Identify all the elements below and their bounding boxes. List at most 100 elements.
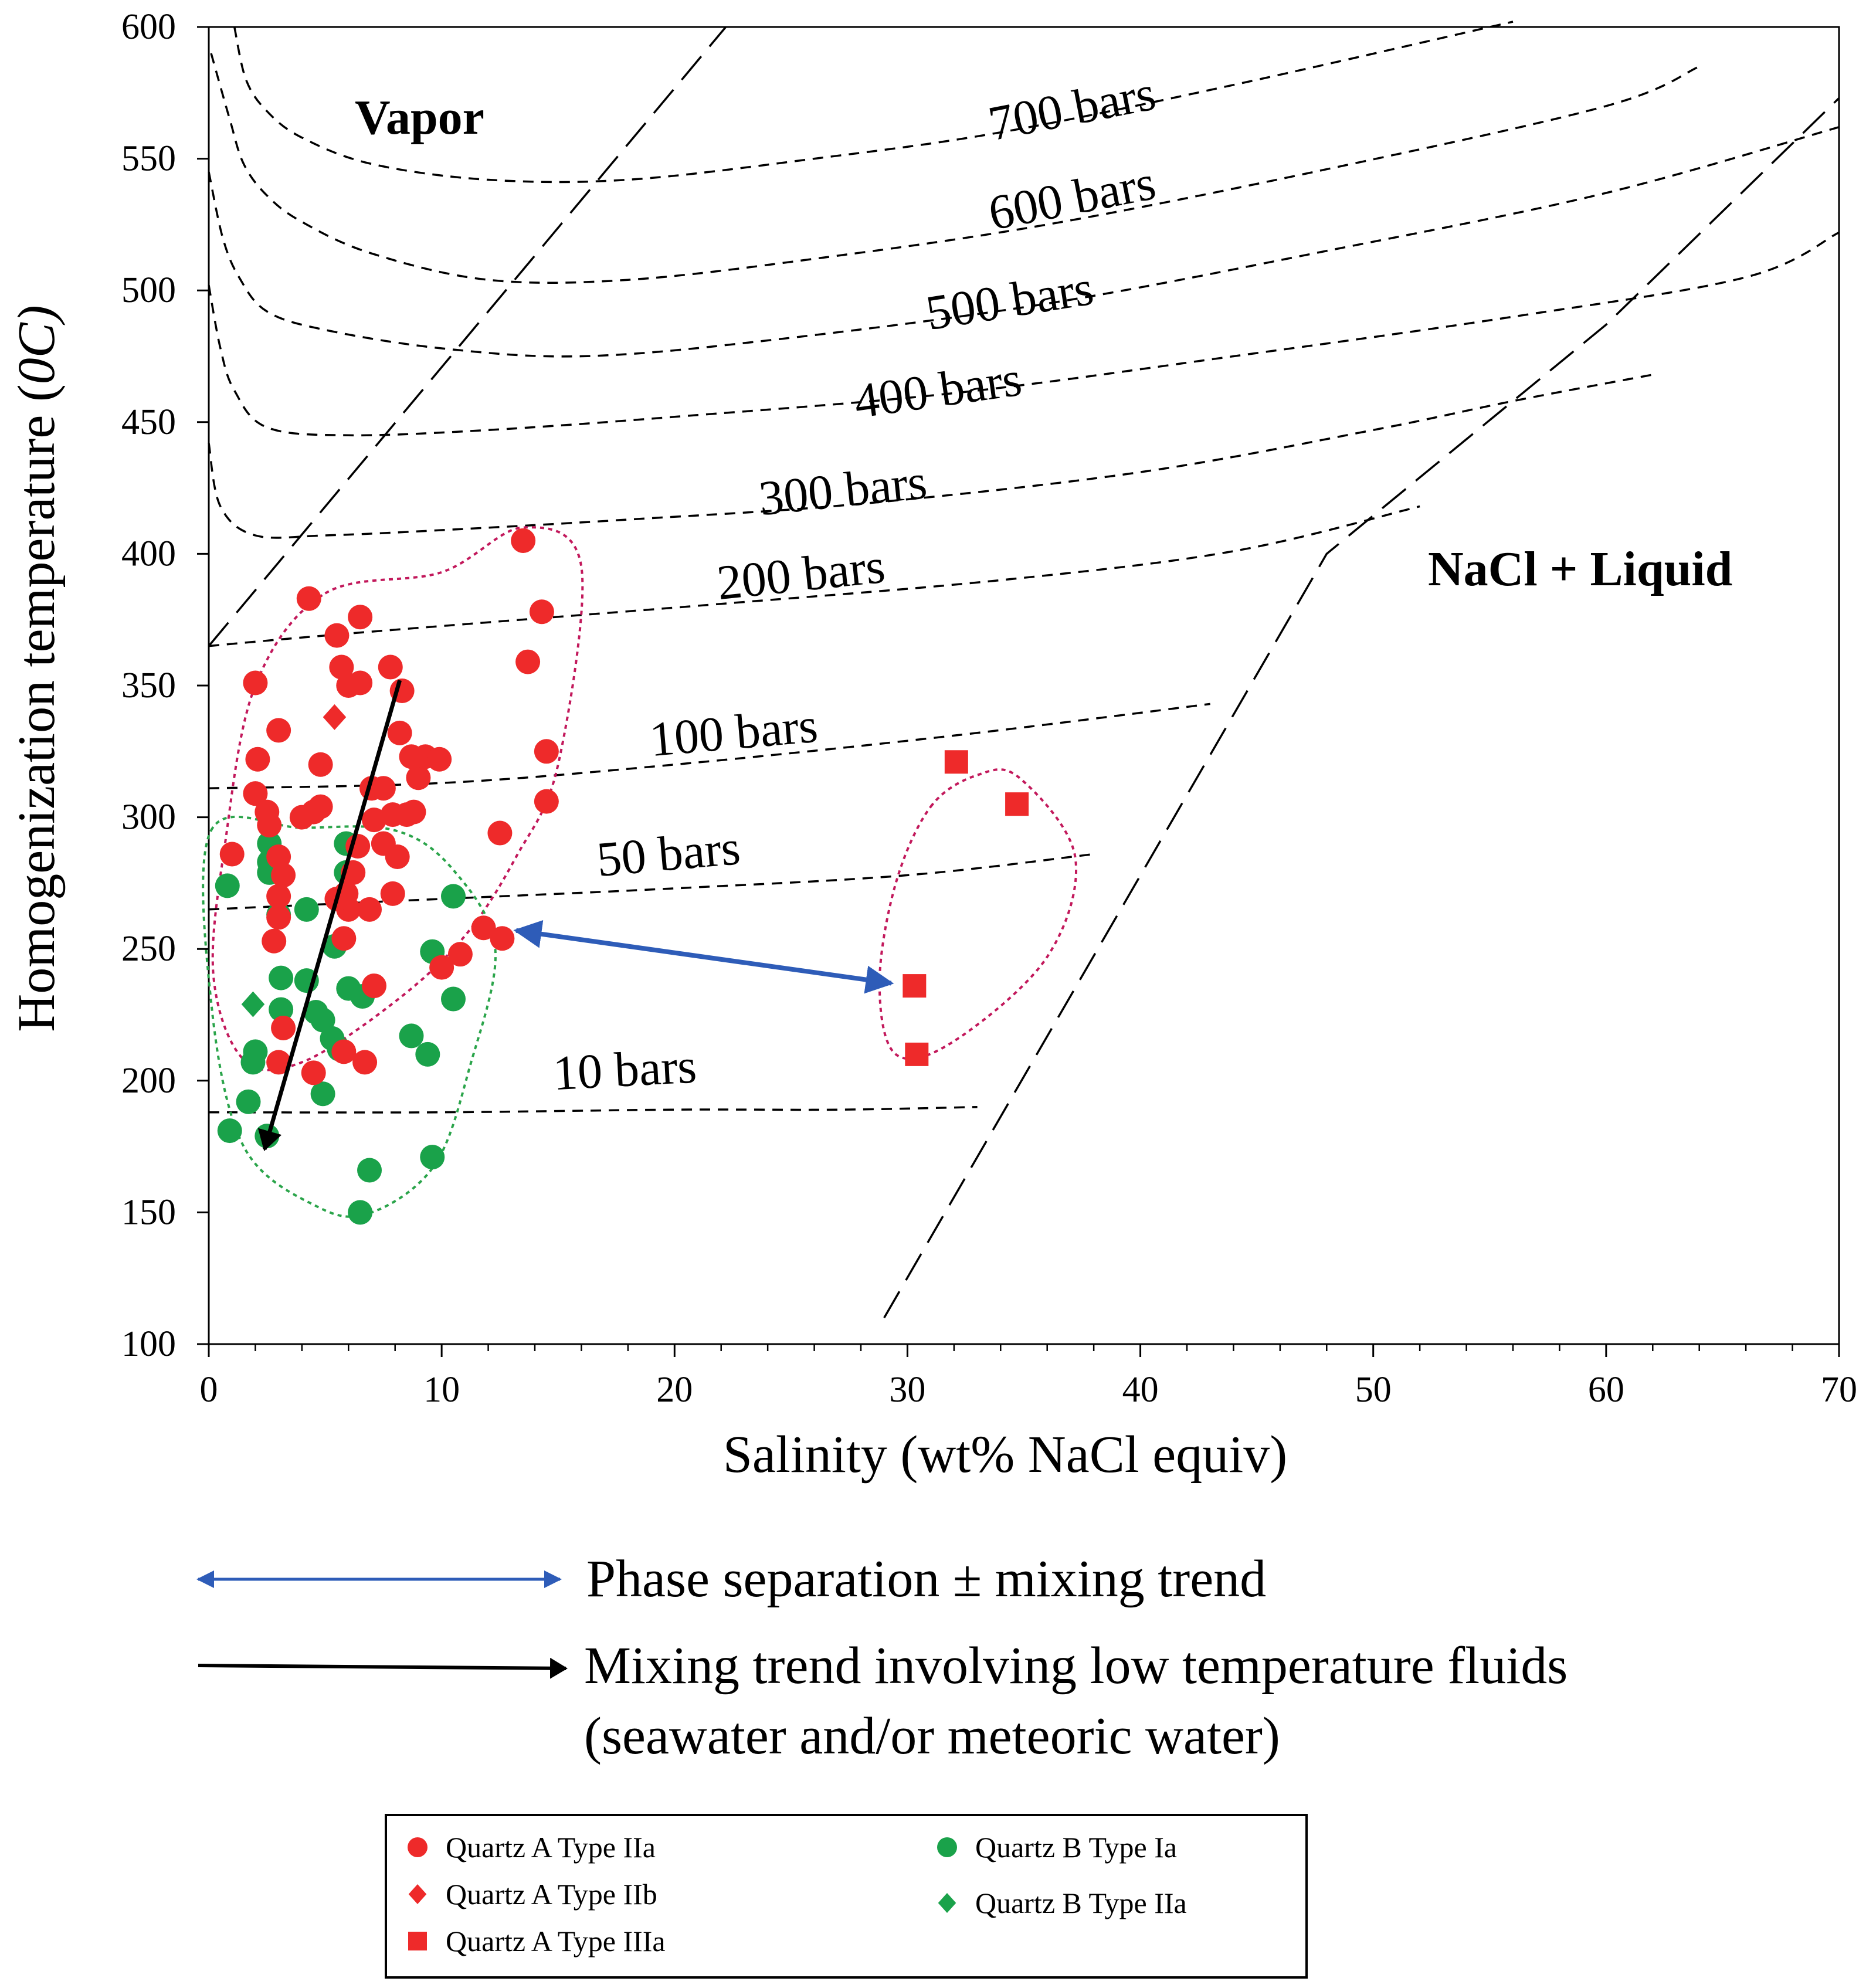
quartz-a-type-iia-point <box>380 881 405 906</box>
legend-marker-quartz-b-type-ia <box>937 1837 957 1857</box>
x-tick-label-30: 30 <box>889 1370 925 1410</box>
legend-label-quartz-a-type-iiia: Quartz A Type IIIa <box>446 1925 666 1958</box>
quartz-a-type-iia-point <box>331 1039 357 1064</box>
quartz-a-type-iia-point <box>348 670 373 696</box>
x-tick-label-40: 40 <box>1122 1370 1159 1410</box>
isobar-label-50-bars: 50 bars <box>595 820 742 887</box>
legend-label-quartz-b-type-iia: Quartz B Type IIa <box>975 1887 1187 1919</box>
quartz-a-type-iia-point <box>308 752 333 777</box>
data-points <box>215 528 1029 1225</box>
quartz-a-type-iia-point <box>308 794 333 819</box>
quartz-a-type-iia-point <box>487 820 513 846</box>
quartz-a-type-iiia-envelope <box>878 768 1078 1060</box>
quartz-a-type-iia-point <box>352 1050 378 1075</box>
legend: Phase separation ± mixing trend Mixing t… <box>196 1550 1568 1979</box>
quartz-b-type-ia-point <box>441 986 466 1012</box>
isobar-400-bars <box>208 231 1840 437</box>
isobar-label-200-bars: 200 bars <box>714 539 887 610</box>
quartz-a-type-iia-point <box>296 586 321 611</box>
quartz-a-type-iia-point <box>361 973 386 999</box>
quartz-a-type-iia-point <box>271 863 296 888</box>
y-tick-label-350: 350 <box>121 666 176 705</box>
isobar-10-bars <box>208 1105 978 1114</box>
axes: 0 10 20 30 40 50 60 70 100 150 200 250 300 350 400 450 5… <box>121 7 1857 1410</box>
legend-marker-quartz-b-type-iia <box>938 1893 956 1913</box>
y-tick-label-250: 250 <box>121 929 176 969</box>
quartz-a-type-iia-point <box>378 654 403 680</box>
quartz-a-type-iia-point <box>529 599 554 625</box>
quartz-a-type-iia-point <box>401 799 426 825</box>
isobar-100-bars <box>208 703 1210 789</box>
y-tick-label-600: 600 <box>121 7 176 47</box>
isobar-label-100-bars: 100 bars <box>647 698 820 768</box>
quartz-a-type-iia-point <box>387 720 412 745</box>
quartz-a-type-iia-point <box>371 776 396 801</box>
x-tick-label-20: 20 <box>656 1370 693 1410</box>
quartz-a-type-iia-point <box>357 897 382 922</box>
quartz-a-type-iia-point <box>429 955 454 980</box>
quartz-b-type-ia-point <box>217 1118 242 1144</box>
quartz-a-type-iia-point <box>534 739 559 764</box>
quartz-b-type-ia-point <box>357 1158 382 1183</box>
isobar-label-500-bars: 500 bars <box>922 261 1097 341</box>
quartz-b-type-ia-point <box>294 897 319 922</box>
quartz-a-type-iia-point <box>380 802 405 827</box>
quartz-b-type-ia-point <box>243 1039 268 1064</box>
quartz-b-type-ia-point <box>348 1200 373 1225</box>
x-tick-label-60: 60 <box>1588 1370 1624 1410</box>
quartz-a-type-iia-point <box>257 813 282 838</box>
quartz-a-type-iia-point <box>348 605 373 630</box>
legend-phase-separation-label: Phase separation ± mixing trend <box>586 1550 1266 1608</box>
mixing-trend-arrow <box>257 680 402 1151</box>
x-tick-label-10: 10 <box>423 1370 460 1410</box>
quartz-a-type-iia-point <box>266 905 291 930</box>
quartz-a-type-iia-point <box>266 718 291 743</box>
legend-marker-quartz-a-type-iiia <box>408 1932 427 1950</box>
phase-boundary-lines <box>208 26 1840 1318</box>
quartz-b-type-iia-point <box>241 991 265 1017</box>
quartz-a-type-iia-point <box>515 649 541 674</box>
isobar-700-bars <box>233 21 1514 184</box>
phase-separation-arrow <box>513 920 894 994</box>
legend-marker-quartz-a-type-iia <box>408 1837 428 1857</box>
quartz-b-type-ia-point <box>310 1081 335 1107</box>
legend-label-quartz-a-type-iia: Quartz A Type IIa <box>446 1831 656 1864</box>
quartz-a-type-iia-point <box>385 844 410 869</box>
quartz-a-type-iia-point <box>219 842 245 867</box>
y-tick-label-400: 400 <box>121 534 176 574</box>
isobar-label-10-bars: 10 bars <box>552 1039 698 1101</box>
quartz-a-type-iib-point <box>323 704 347 730</box>
quartz-a-type-iia-point <box>243 670 268 696</box>
x-axis-title: Salinity (wt% NaCl equiv) <box>723 1426 1287 1484</box>
y-tick-label-200: 200 <box>121 1061 176 1101</box>
quartz-a-type-iia-point <box>511 528 536 553</box>
isobar-label-700-bars: 700 bars <box>984 66 1159 151</box>
isobar-600-bars <box>210 53 1700 284</box>
quartz-b-type-ia-point <box>269 997 294 1022</box>
quartz-a-type-iia-point <box>245 747 270 772</box>
y-axis-title-main: Homogenization temperature ( <box>8 384 66 1032</box>
quartz-a-type-iia-point <box>301 1060 326 1085</box>
quartz-a-type-iia-point <box>266 884 291 909</box>
quartz-a-type-iia-envelope <box>211 526 584 1071</box>
quartz-a-type-iia-point <box>361 808 386 833</box>
quartz-a-type-iia-point <box>331 926 357 951</box>
legend-marker-quartz-a-type-iib <box>408 1884 427 1904</box>
vapor-boundary <box>208 26 727 647</box>
quartz-a-type-iia-point <box>243 781 268 806</box>
quartz-a-type-iiia-point <box>944 750 968 774</box>
y-tick-label-450: 450 <box>121 402 176 442</box>
quartz-a-type-iia-point <box>490 926 515 951</box>
legend-mixing-trend-label-2: (seawater and/or meteoric water) <box>584 1707 1280 1765</box>
quartz-a-type-iia-point <box>266 1050 291 1075</box>
legend-mixing-trend-label: Mixing trend involving low temperature f… <box>584 1637 1568 1695</box>
quartz-b-type-ia-point <box>399 1023 424 1049</box>
x-tick-label-50: 50 <box>1355 1370 1392 1410</box>
quartz-a-type-iia-point <box>471 915 496 941</box>
vapor-region-label: Vapor <box>355 90 484 145</box>
quartz-a-type-iiia-point <box>903 974 927 998</box>
y-tick-label-150: 150 <box>121 1192 176 1232</box>
